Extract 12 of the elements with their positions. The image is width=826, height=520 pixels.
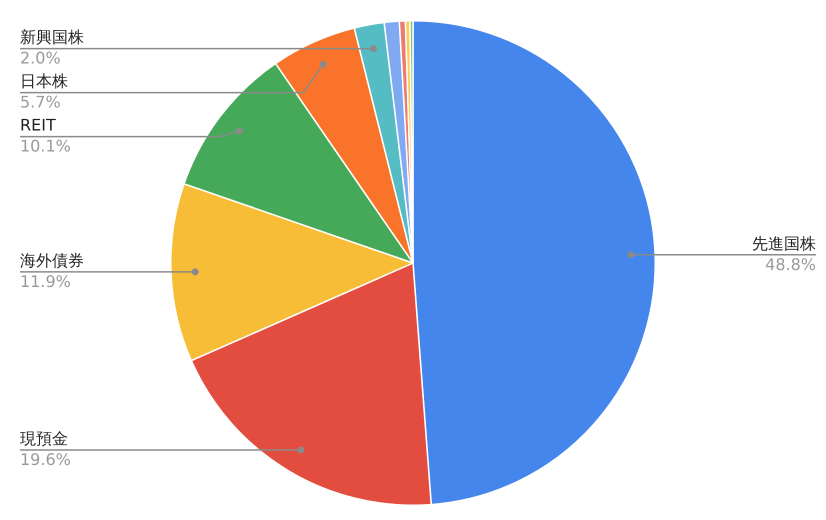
slice-label: 新興国株 [20, 28, 84, 47]
data-label: 5.7% [20, 92, 61, 112]
slice-label: 日本株 [20, 72, 68, 91]
data-label: 11.9% [20, 272, 71, 292]
data-label: 19.6% [20, 450, 71, 470]
data-label: 48.8% [765, 254, 816, 274]
slice-label: 現預金 [20, 429, 68, 448]
data-label: 2.0% [20, 48, 61, 68]
data-label: 10.1% [20, 136, 71, 156]
slice-label: 先進国株 [752, 234, 816, 253]
slice-label: REIT [20, 116, 56, 135]
slice-label: 海外債券 [20, 251, 84, 270]
